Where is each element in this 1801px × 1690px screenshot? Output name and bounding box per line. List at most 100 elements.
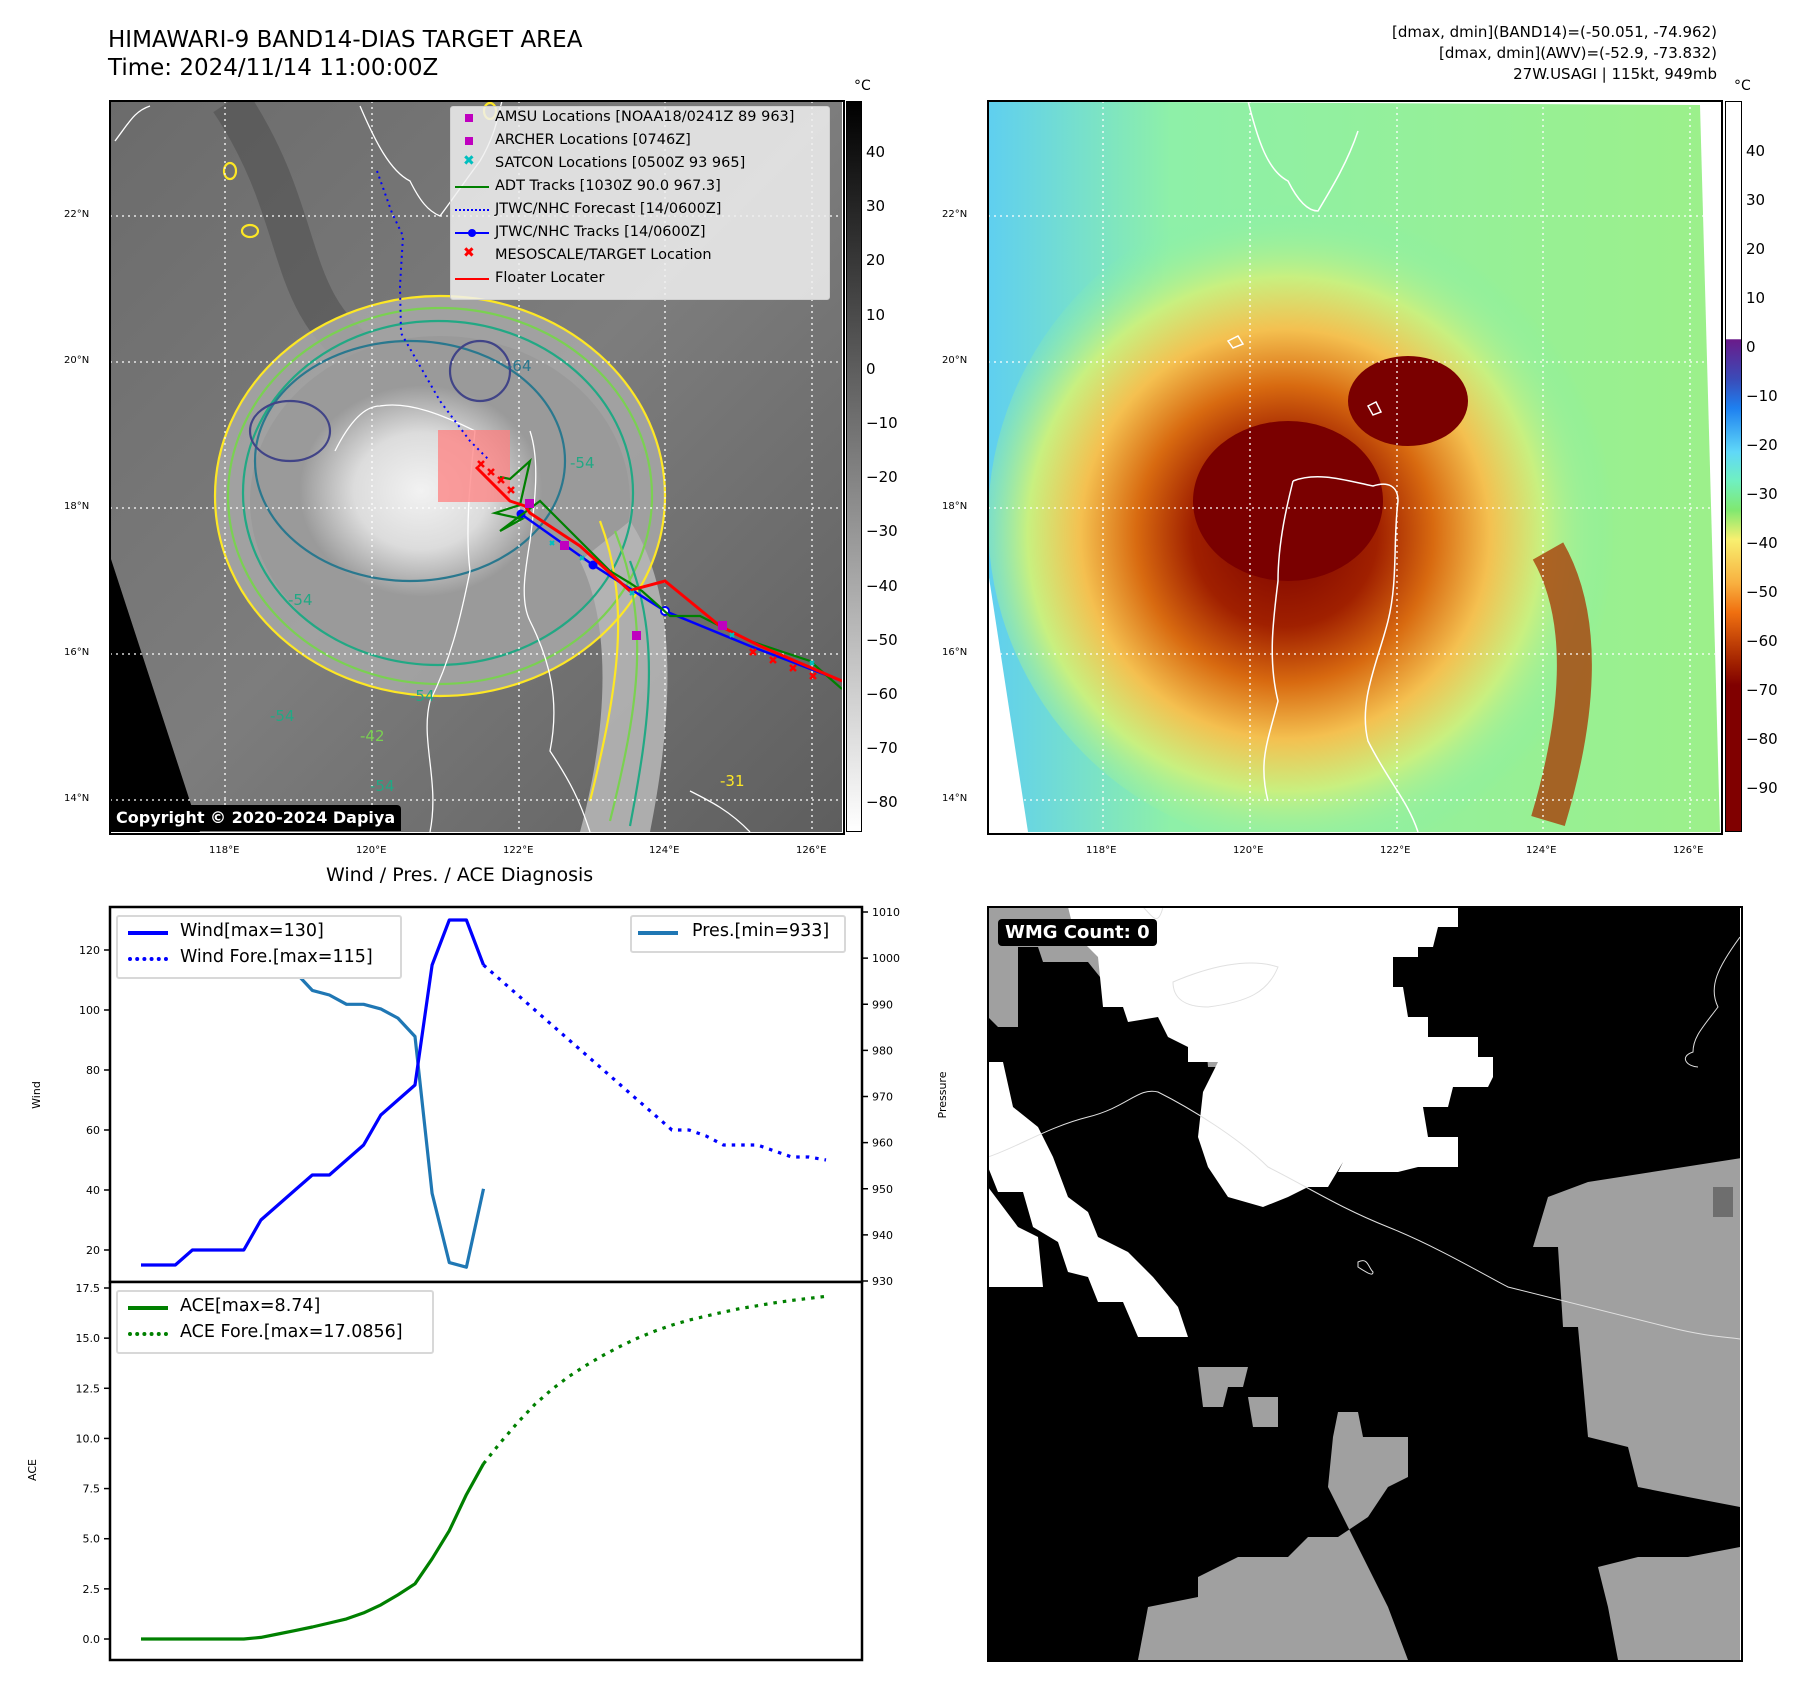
colorbar-tick-label: 10	[866, 305, 886, 324]
lon-tick: 126°E	[1673, 845, 1704, 856]
colorbar-tick-label: −80	[1746, 730, 1778, 748]
pressure-legend: Pres.[min=933]	[630, 915, 846, 953]
x-marker-icon: ✖	[463, 245, 475, 261]
lat-tick: 14°N	[942, 793, 968, 804]
lat-tick: 22°N	[64, 209, 90, 220]
colorbar-tick-label: −20	[866, 468, 898, 487]
lon-tick: 126°E	[796, 845, 827, 856]
wmg-count-badge: WMG Count: 0	[998, 919, 1157, 946]
colorbar-tick-label: −70	[1746, 681, 1778, 699]
lat-tick: 18°N	[64, 501, 90, 512]
diagnosis-chart-title: Wind / Pres. / ACE Diagnosis	[326, 864, 594, 886]
dotted-line-icon	[128, 1332, 168, 1336]
figure-time: Time: 2024/11/14 11:00:00Z	[108, 55, 439, 81]
pressure-axis-label: Pressure	[936, 1071, 949, 1118]
lon-tick: 120°E	[356, 845, 387, 856]
square-marker-icon	[465, 137, 473, 145]
ace-ytick-label: 10.0	[76, 1432, 101, 1445]
colorbar-tick-label: −60	[1746, 632, 1778, 650]
pressure-ytick-label: 980	[872, 1044, 893, 1057]
satcon-locations	[549, 540, 815, 666]
wmg-panel[interactable]: WMG Count: 0	[988, 907, 1740, 1660]
ir-map-panel[interactable]: -64 -54 -54 -54 -54 -54 -42 -31 AMSU Loc…	[110, 101, 842, 832]
ace-lines	[141, 1294, 827, 1641]
colorbar-tick-label: −20	[1746, 436, 1778, 454]
ace-ytick-label: 15.0	[76, 1332, 101, 1345]
colorbar-tick-label: 30	[1746, 191, 1766, 209]
colorbar-tick-label: −50	[866, 630, 898, 649]
legend-label: AMSU Locations [NOAA18/0241Z 89 963]	[495, 109, 795, 125]
lon-tick: 122°E	[503, 845, 534, 856]
solid-line-icon	[638, 931, 678, 935]
wmg-classification-image	[988, 907, 1740, 1660]
ace-ytick-label: 2.5	[83, 1583, 101, 1596]
colorbar-tick-label: 20	[1746, 240, 1766, 258]
grayscale-colorbar	[846, 101, 862, 832]
colorbar-tick-label: −10	[1746, 387, 1778, 405]
ace-yticks: 0.0 2.5 5.0 7.5 10.0 12.5 15.0 17.5	[76, 1282, 110, 1646]
legend-label: MESOSCALE/TARGET Location	[495, 247, 712, 263]
map-legend: AMSU Locations [NOAA18/0241Z 89 963] ARC…	[450, 106, 830, 300]
x-marker-icon: ✖	[463, 153, 475, 169]
info-storm: 27W.USAGI | 115kt, 949mb	[1513, 65, 1717, 83]
wind-yticks: 20 40 60 80 100 120	[79, 944, 110, 1257]
colorbar-tick-label: −30	[1746, 485, 1778, 503]
pressure-ytick-label: 970	[872, 1091, 893, 1104]
colorbar-unit: °C	[1734, 78, 1751, 94]
wind-ytick-label: 20	[86, 1244, 100, 1257]
legend-label: Pres.[min=933]	[692, 921, 830, 941]
contour-label: -42	[360, 727, 385, 745]
ace-ytick-label: 12.5	[76, 1382, 101, 1395]
colorbar-tick-label: 40	[1746, 142, 1766, 160]
contour-label: -54	[570, 454, 595, 472]
dotted-line-icon	[455, 209, 489, 211]
wind-ytick-label: 80	[86, 1064, 100, 1077]
pressure-ytick-label: 960	[872, 1137, 893, 1150]
colorbar-tick-label: −60	[866, 685, 898, 703]
ace-ytick-label: 17.5	[76, 1282, 101, 1295]
contour-label: -54	[288, 591, 313, 609]
coastlines	[1226, 101, 1419, 832]
contour-label: -54	[410, 687, 435, 705]
pressure-yticks: 930 940 950 960 970 980 990 1000 1010	[862, 906, 900, 1288]
colorbar-unit: °C	[854, 78, 871, 94]
lon-tick: 122°E	[1380, 845, 1411, 856]
colorbar-tick-label: −80	[866, 793, 898, 812]
contour-labels: -64 -54 -54 -54 -54 -54 -42 -31	[270, 357, 745, 795]
legend-label: Floater Locater	[495, 270, 605, 286]
lat-tick: 14°N	[64, 793, 90, 804]
dotted-line-icon	[128, 957, 168, 961]
lon-tick: 124°E	[1526, 845, 1557, 856]
legend-label: ACE[max=8.74]	[180, 1296, 321, 1316]
ace-axis-label: ACE	[26, 1459, 39, 1481]
colorbar-tick-label: −30	[866, 522, 898, 541]
awv-map-panel[interactable]	[988, 101, 1720, 832]
solid-line-icon	[128, 931, 168, 935]
diagnosis-chart: 20 40 60 80 100 120 930 940 950 960 970 980 990 1000…	[26, 905, 949, 1662]
pressure-ytick-label: 1010	[872, 906, 900, 919]
lat-tick: 20°N	[942, 355, 968, 366]
legend-label: JTWC/NHC Tracks [14/0600Z]	[495, 224, 706, 240]
square-marker-icon	[465, 114, 473, 122]
contour-label: -31	[720, 772, 745, 790]
ace-forecast-line	[482, 1294, 827, 1465]
amsu-archer-locations	[525, 499, 727, 640]
colorbar-tick-label: 0	[866, 359, 876, 378]
jtwc-forecast-track[interactable]	[376, 170, 489, 460]
wind-legend: Wind[max=130] Wind Fore.[max=115]	[116, 915, 402, 979]
lat-tick: 22°N	[942, 209, 968, 220]
colorbar-tick-label: −40	[866, 576, 898, 595]
ace-ytick-label: 5.0	[83, 1533, 101, 1546]
wind-ytick-label: 40	[86, 1184, 100, 1197]
wind-axis-label: Wind	[30, 1081, 43, 1109]
temperature-contours	[213, 101, 667, 827]
colorbar-tick-label: 40	[866, 143, 886, 161]
legend-label: SATCON Locations [0500Z 93 965]	[495, 155, 746, 171]
legend-label: Wind[max=130]	[180, 921, 324, 941]
solid-line-icon	[455, 278, 489, 280]
ace-legend: ACE[max=8.74] ACE Fore.[max=17.0856]	[116, 1290, 434, 1354]
wind-ytick-label: 100	[79, 1004, 100, 1017]
colorbar-tick-label: −10	[866, 414, 898, 432]
colorbar-tick-label: −70	[866, 739, 898, 758]
legend-label: ARCHER Locations [0746Z]	[495, 132, 691, 148]
